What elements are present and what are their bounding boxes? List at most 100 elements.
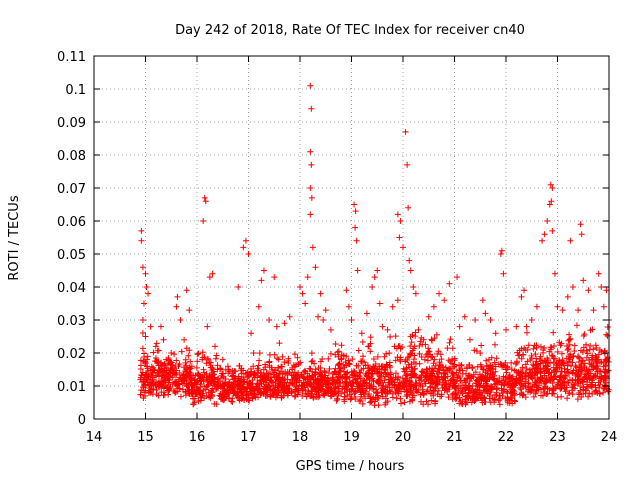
data-point (592, 352, 599, 359)
data-point (242, 237, 249, 244)
data-point (143, 284, 150, 290)
data-point (412, 290, 419, 297)
data-point (285, 359, 292, 366)
y-tick-label: 0.06 (57, 215, 86, 230)
data-point (588, 361, 595, 368)
data-point (419, 368, 426, 375)
data-point (508, 359, 515, 366)
data-point (533, 355, 540, 362)
data-point (433, 331, 440, 338)
data-point (350, 371, 357, 378)
data-point (230, 376, 237, 383)
data-point (595, 270, 602, 277)
data-point (572, 362, 579, 369)
data-point (407, 351, 414, 358)
data-point (596, 381, 603, 388)
data-point (381, 366, 388, 373)
data-point (398, 379, 405, 386)
data-point (548, 198, 555, 205)
data-point (334, 396, 341, 403)
data-point (391, 343, 398, 350)
data-point (429, 337, 436, 344)
data-point (143, 377, 150, 384)
data-point (525, 373, 532, 380)
data-point (487, 362, 494, 369)
data-point (558, 368, 565, 375)
data-point (402, 356, 409, 363)
data-point (469, 365, 476, 372)
data-point (471, 347, 478, 354)
data-point (291, 393, 298, 400)
data-point (258, 380, 265, 387)
data-point (359, 353, 366, 360)
data-point (564, 293, 571, 300)
data-point (580, 357, 587, 364)
data-point (354, 267, 361, 274)
x-tick-label: 18 (292, 430, 309, 445)
data-point (530, 362, 537, 369)
data-point (322, 307, 329, 314)
data-point (537, 343, 544, 350)
data-point (444, 345, 451, 352)
chart-title: Day 242 of 2018, Rate Of TEC Index for r… (175, 23, 525, 38)
data-point (213, 352, 220, 359)
data-point (330, 378, 337, 385)
data-point (236, 362, 243, 369)
data-point (171, 351, 178, 358)
data-point (372, 394, 379, 401)
data-point (456, 374, 463, 381)
data-point (413, 388, 420, 395)
data-point (269, 388, 276, 395)
data-point (384, 326, 391, 333)
data-point (361, 359, 368, 366)
data-point (570, 381, 577, 388)
data-point (268, 378, 275, 385)
data-point (492, 330, 499, 337)
data-point (483, 374, 490, 381)
data-point (477, 374, 484, 381)
data-point (504, 364, 511, 371)
data-point (306, 365, 313, 372)
y-tick-label: 0.04 (57, 281, 86, 296)
data-point (139, 264, 146, 271)
data-point (554, 364, 561, 371)
data-point (566, 331, 573, 338)
data-point (320, 317, 327, 323)
data-point (430, 387, 437, 394)
data-point (313, 393, 320, 400)
data-point (304, 274, 311, 281)
data-point (292, 388, 299, 395)
data-point (492, 368, 499, 375)
data-point (429, 367, 436, 374)
data-point (309, 388, 316, 395)
data-point (423, 398, 430, 405)
data-point (187, 358, 194, 365)
data-point (488, 354, 495, 361)
data-point (311, 360, 318, 367)
data-point (222, 379, 229, 386)
data-point (465, 389, 472, 396)
x-tick-label: 19 (343, 430, 360, 445)
data-point (394, 297, 401, 304)
data-point (174, 293, 181, 300)
data-point (431, 356, 438, 363)
data-point (580, 390, 587, 397)
data-point (153, 340, 160, 347)
data-point (401, 382, 408, 389)
data-point (467, 393, 474, 400)
data-point (218, 372, 225, 379)
data-point (554, 303, 561, 310)
data-point (416, 342, 423, 349)
data-point (182, 388, 189, 395)
data-point (146, 383, 153, 389)
data-point (174, 380, 181, 387)
data-point (579, 379, 586, 386)
data-point (456, 400, 463, 407)
data-point (476, 389, 483, 396)
data-point (602, 382, 609, 389)
data-point (542, 358, 549, 365)
data-point (566, 336, 573, 343)
data-point (201, 194, 208, 201)
data-point (275, 386, 282, 393)
data-point (498, 387, 505, 394)
